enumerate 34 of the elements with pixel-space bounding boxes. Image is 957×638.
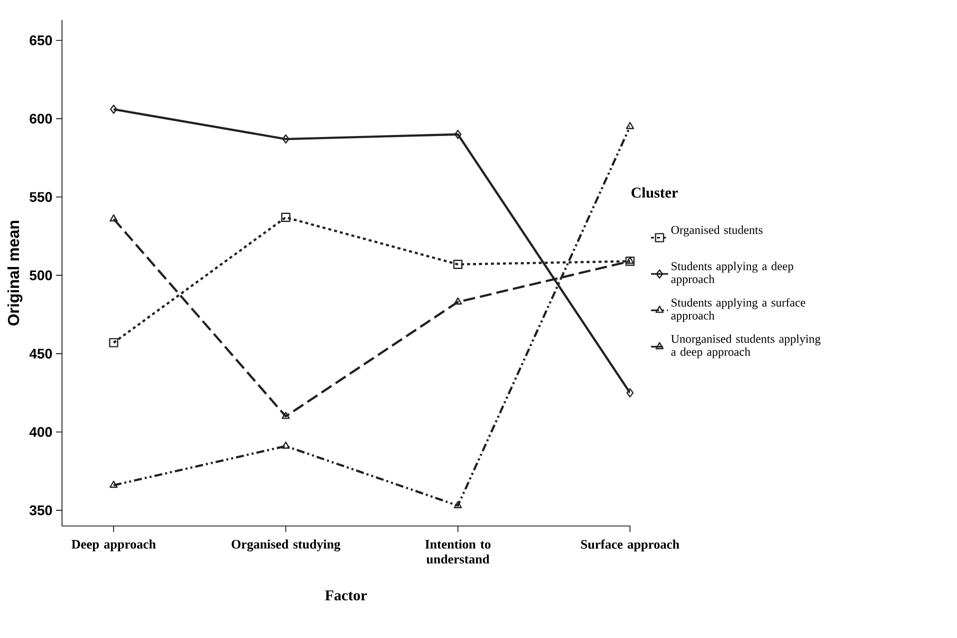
legend-label: Students applying a deep approach: [671, 262, 794, 286]
y-tick-label: 600: [30, 114, 52, 124]
point: [626, 256, 634, 264]
legend-label: Organised students: [671, 226, 762, 236]
x-tick-label: Organised studying: [232, 540, 340, 552]
point: [454, 297, 462, 305]
point: [110, 480, 118, 488]
point: [282, 441, 290, 449]
x-tick-label: Intention to understand: [425, 540, 490, 564]
y-tick-label: 550: [30, 192, 52, 202]
y-axis-title: Original mean: [7, 220, 22, 326]
point: [453, 260, 462, 269]
y-tick-label: 450: [29, 348, 52, 359]
y-tick-label: 350: [30, 505, 52, 516]
y-tick-label: 400: [29, 427, 52, 437]
y-tick-label: 650: [30, 35, 52, 46]
point: [282, 412, 290, 419]
point: [281, 212, 290, 222]
point: [626, 122, 634, 130]
point: [454, 130, 462, 139]
point: [110, 104, 118, 114]
x-tick-label: Deep approach: [72, 540, 156, 552]
legend-label: Students applying a surface approach: [671, 298, 806, 322]
x-tick-label: Surface approach: [581, 540, 680, 552]
point: [282, 134, 290, 144]
point: [454, 501, 462, 508]
point: [625, 256, 635, 266]
point: [110, 214, 118, 222]
point: [109, 338, 118, 348]
point: [626, 388, 634, 398]
y-tick-label: 500: [30, 270, 52, 280]
x-axis-title: Factor: [325, 590, 367, 600]
legend-title: Cluster: [632, 187, 678, 198]
legend-label: Unorganised students applying a deep approach: [671, 334, 820, 358]
